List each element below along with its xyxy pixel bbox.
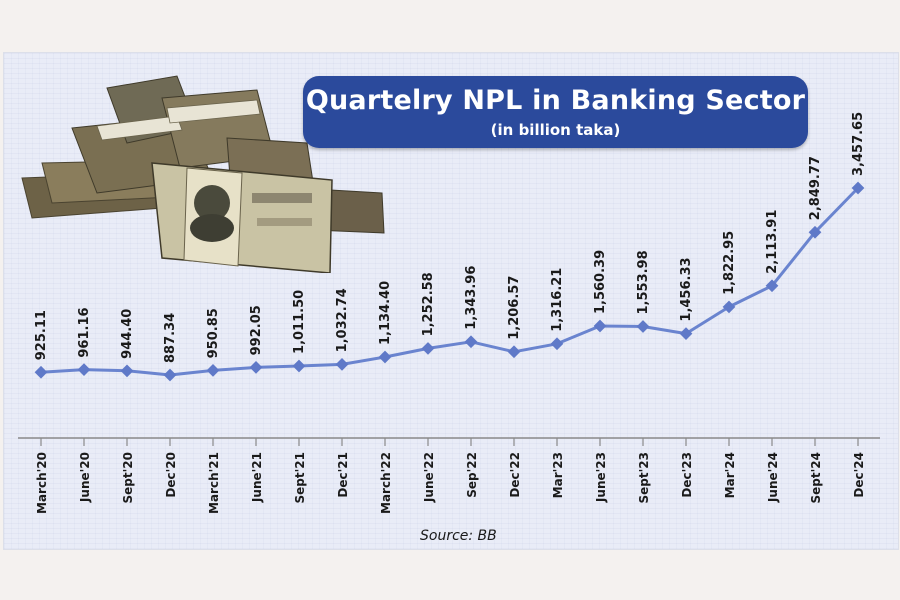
data-point xyxy=(378,350,392,364)
x-tick-label: Sept'23 xyxy=(637,452,651,503)
data-label: 944.40 xyxy=(120,309,135,359)
data-label: 1,560.39 xyxy=(593,250,608,314)
data-label: 1,456.33 xyxy=(679,257,694,321)
data-label: 1,134.40 xyxy=(378,281,393,345)
x-tick-label: June'23 xyxy=(594,452,608,503)
data-markers xyxy=(34,181,865,382)
x-tick-label: Sept'21 xyxy=(293,452,307,503)
x-tick-label: Mar'24 xyxy=(723,452,737,498)
x-tick-label: Mar'23 xyxy=(551,452,565,498)
data-point xyxy=(421,342,435,355)
x-tick-label: June'22 xyxy=(422,452,436,503)
data-label: 1,316.21 xyxy=(550,268,565,332)
x-tick-label: Dec'21 xyxy=(336,452,350,498)
x-tick-label: June'20 xyxy=(78,452,92,503)
x-tick-label: Dec'20 xyxy=(164,452,178,498)
data-label: 1,553.98 xyxy=(636,250,651,314)
series-line xyxy=(40,186,860,377)
data-label: 950.85 xyxy=(206,308,221,358)
data-point xyxy=(550,337,564,351)
x-tick-label: Sept'24 xyxy=(809,452,823,503)
chart-title: Quartelry NPL in Banking Sector xyxy=(305,85,806,116)
chart-title-box: Quartelry NPL in Banking Sector (in bill… xyxy=(303,76,808,148)
x-tick-label: Dec'22 xyxy=(508,452,522,498)
data-label: 2,849.77 xyxy=(808,156,823,220)
chart-subtitle: (in billion taka) xyxy=(490,121,621,139)
data-label: 925.11 xyxy=(34,310,49,360)
x-tick-label: June'24 xyxy=(766,452,780,503)
x-tick-label: June'21 xyxy=(250,452,264,503)
x-tick-label: Sept'20 xyxy=(121,452,135,503)
data-point xyxy=(34,365,48,379)
data-point xyxy=(464,335,478,349)
data-point xyxy=(249,361,263,374)
data-label: 1,032.74 xyxy=(335,288,350,352)
x-tick-label: March'22 xyxy=(379,452,393,514)
data-point xyxy=(163,368,177,382)
x-axis-labels: March'20 June'20 Sept'20 Dec'20 March'21 June… xyxy=(35,452,866,514)
data-label: 1,206.57 xyxy=(507,276,522,340)
data-point xyxy=(292,359,306,373)
x-tick-label: Sep'22 xyxy=(465,452,479,498)
data-label: 1,011.50 xyxy=(292,290,307,354)
data-label: 1,252.58 xyxy=(421,272,436,336)
data-point xyxy=(636,320,650,333)
x-tick-label: Dec'23 xyxy=(680,452,694,498)
data-label: 2,113.91 xyxy=(765,210,780,274)
taka-banknote-bundles-icon xyxy=(21,75,385,273)
data-point xyxy=(507,345,521,359)
data-label: 1,822.95 xyxy=(722,231,737,295)
data-point xyxy=(77,363,91,376)
data-label: 992.05 xyxy=(249,305,264,355)
data-point xyxy=(206,364,220,377)
data-point xyxy=(593,319,607,333)
source-note: Source: BB xyxy=(420,528,497,544)
data-point xyxy=(120,364,134,378)
x-tick-label: Dec'24 xyxy=(852,452,866,498)
x-axis-ticks xyxy=(40,438,859,446)
data-label: 1,343.96 xyxy=(464,266,479,330)
data-point xyxy=(335,358,349,371)
x-tick-label: March'20 xyxy=(35,452,49,514)
data-label: 887.34 xyxy=(163,313,178,363)
x-tick-label: March'21 xyxy=(207,452,221,514)
data-label: 961.16 xyxy=(77,307,92,357)
data-labels: 925.11 961.16 944.40 887.34 950.85 992.05 1,01… xyxy=(34,112,866,363)
data-label: 3,457.65 xyxy=(851,112,866,176)
